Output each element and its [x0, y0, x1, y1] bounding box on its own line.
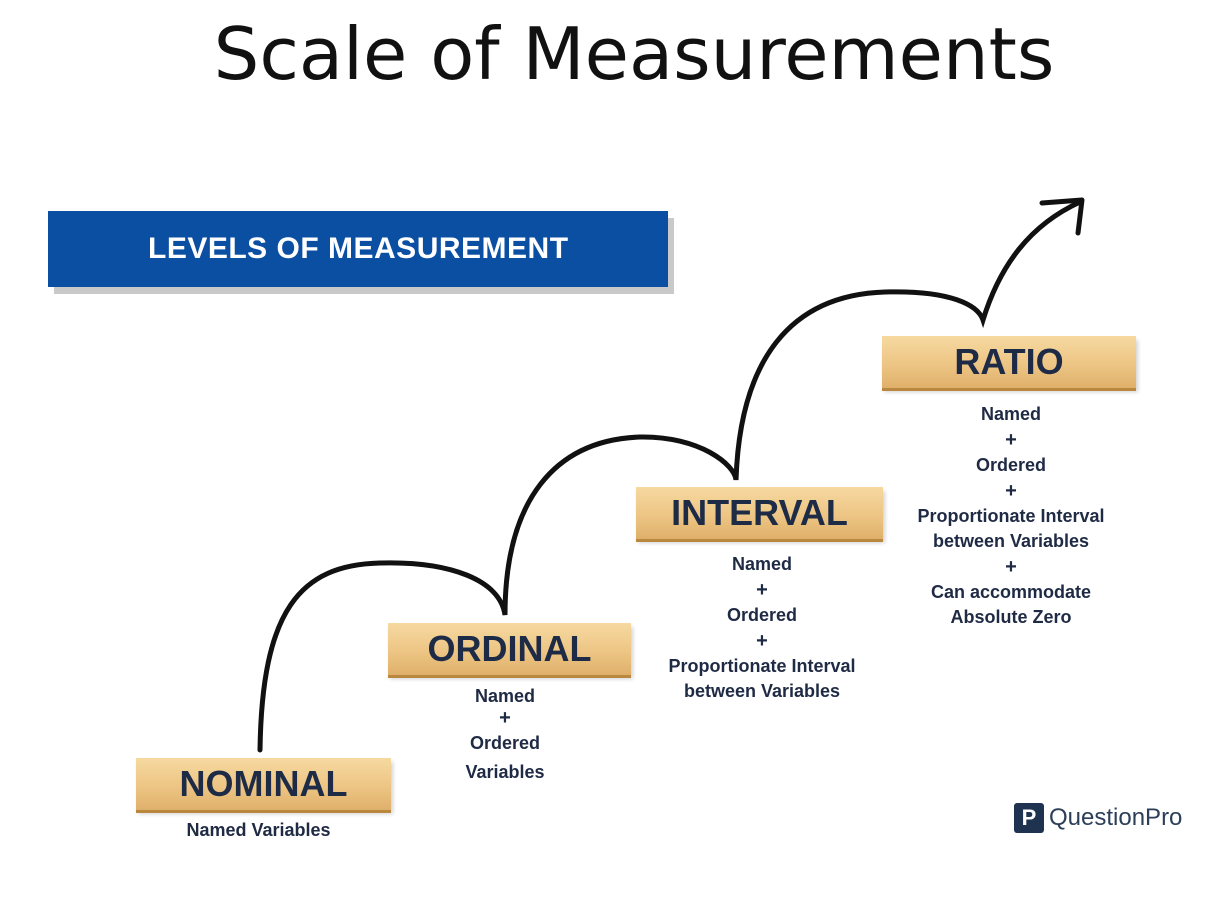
desc-line: Proportionate Interval	[668, 656, 856, 676]
questionpro-logo: P QuestionPro	[1014, 802, 1182, 834]
desc-line: Absolute Zero	[950, 607, 1072, 627]
block-interval: INTERVAL	[636, 487, 883, 539]
desc-line: between Variables	[932, 531, 1090, 551]
desc-ratio: Named + Ordered + Proportionate Interval…	[895, 402, 1127, 630]
desc-line: Ordered	[469, 733, 541, 753]
logo-text: QuestionPro	[1049, 804, 1183, 831]
desc-line: Ordered	[726, 605, 798, 625]
desc-line: Named Variables	[186, 820, 331, 840]
levels-banner: LEVELS OF MEASUREMENT	[48, 211, 668, 287]
desc-interval: Named + Ordered + Proportionate Interval…	[642, 552, 882, 704]
plus-sign: +	[499, 707, 511, 729]
desc-line: Named	[980, 404, 1042, 424]
plus-sign: +	[756, 579, 768, 601]
arrow-head	[1039, 197, 1085, 236]
desc-nominal: Named Variables	[136, 818, 381, 843]
block-ordinal: ORDINAL	[388, 623, 631, 675]
page-title: Scale of Measurements	[213, 12, 1055, 96]
desc-line: between Variables	[683, 681, 841, 701]
desc-line: Named	[731, 554, 793, 574]
desc-line: Can accommodate	[930, 582, 1092, 602]
desc-line: Ordered	[975, 455, 1047, 475]
plus-sign: +	[1005, 556, 1017, 578]
banner-label: LEVELS OF MEASUREMENT	[148, 232, 569, 265]
block-ratio: RATIO	[882, 336, 1136, 388]
progression-curve	[257, 199, 1083, 753]
plus-sign: +	[1005, 480, 1017, 502]
desc-line: Variables	[465, 762, 545, 782]
logo-mark-icon: P	[1014, 803, 1044, 833]
desc-ordinal: Named + Ordered Variables	[405, 684, 605, 785]
plus-sign: +	[1005, 429, 1017, 451]
desc-line: Named	[474, 686, 536, 706]
block-nominal: NOMINAL	[136, 758, 391, 810]
desc-line: Proportionate Interval	[917, 506, 1105, 526]
plus-sign: +	[756, 630, 768, 652]
